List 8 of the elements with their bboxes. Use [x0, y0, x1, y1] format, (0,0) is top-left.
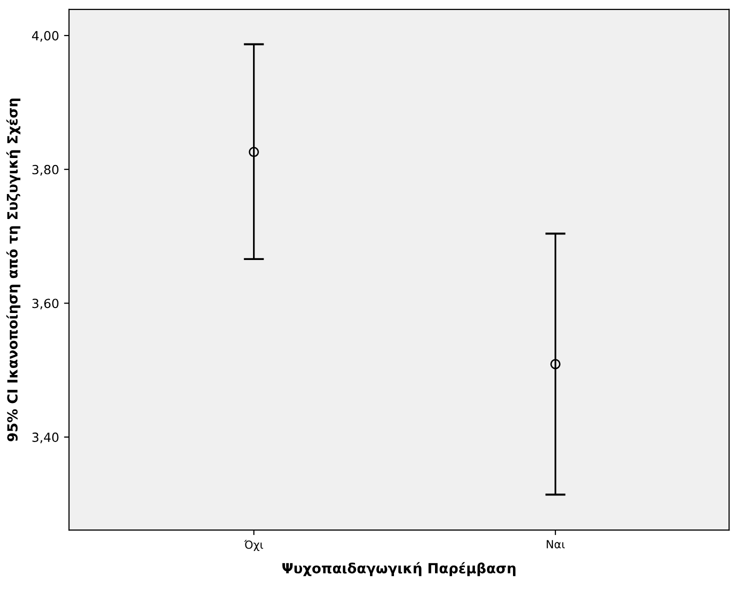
x-tick-label: Όχι: [244, 540, 264, 552]
x-tick-label: Ναι: [546, 540, 565, 548]
y-tick-label: 3,80: [32, 164, 58, 176]
y-tick-label: 3,40: [32, 432, 58, 444]
y-tick-label: 3,60: [32, 298, 58, 310]
y-axis-title: 95% CI Ικανοποίηση από τη Συζυγική Σχέση: [6, 98, 20, 442]
x-axis-title: Ψυχοπαιδαγωγική Παρέμβαση: [282, 562, 516, 576]
y-tick-label: 4,00: [32, 30, 58, 42]
